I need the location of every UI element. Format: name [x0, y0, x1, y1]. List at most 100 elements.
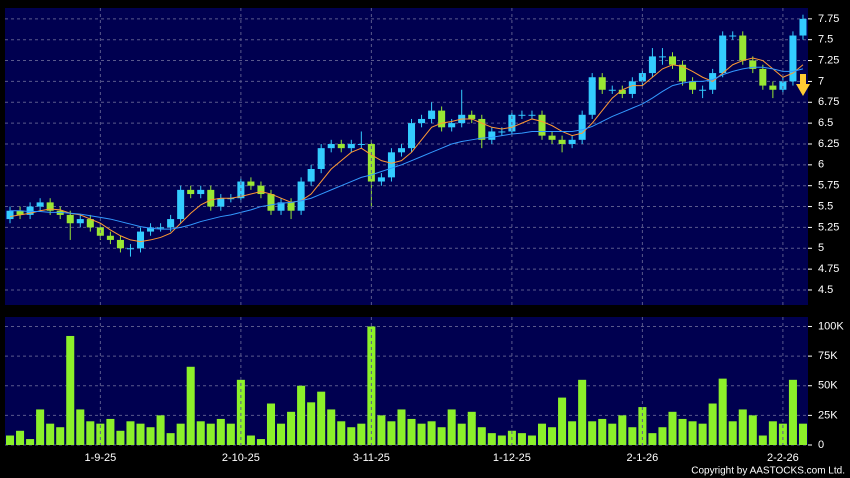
volume-bar [216, 418, 225, 445]
candle-body [769, 85, 777, 90]
y-tick-label: 4.75 [818, 263, 839, 275]
candle-body [337, 143, 345, 149]
volume-bar [588, 421, 597, 445]
candle-body [668, 56, 677, 65]
candle-body [558, 139, 566, 144]
y-tick-label: 6.25 [818, 138, 839, 150]
candle-body [116, 239, 124, 249]
volume-bar [106, 418, 115, 445]
volume-bar [788, 379, 797, 445]
y-tick-label: 7 [818, 75, 824, 87]
volume-bar [307, 402, 316, 445]
candle-body [46, 202, 54, 211]
candle-body [277, 202, 285, 211]
candle-body [448, 123, 456, 128]
volume-bar [206, 423, 215, 445]
candle-body [428, 110, 436, 119]
volume-bar [186, 366, 195, 445]
candle-body [438, 110, 446, 128]
volume-bar [578, 379, 587, 445]
candle-body [126, 248, 134, 250]
candle-body [317, 148, 325, 170]
volume-bar [156, 415, 165, 445]
candle-body [749, 60, 757, 69]
x-tick-label: 1-9-25 [84, 452, 116, 464]
candle-body [177, 189, 185, 220]
candle-body [528, 114, 536, 116]
candle-body [799, 18, 807, 36]
candle-body [498, 131, 506, 133]
volume-bar [16, 430, 25, 445]
volume-bar [417, 423, 426, 445]
volume-bar [317, 391, 326, 445]
volume-bar [497, 435, 506, 445]
candle-body [408, 123, 416, 149]
volume-bar [407, 418, 416, 445]
volume-bar [718, 378, 727, 445]
y-tick-label: 0 [818, 439, 824, 451]
volume-bar [618, 415, 627, 445]
x-tick-label: 2-2-26 [767, 452, 799, 464]
volume-bar [668, 411, 677, 445]
candle-body [478, 118, 486, 140]
y-tick-label: 5 [818, 242, 824, 254]
candle-body [347, 143, 355, 149]
volume-bar [688, 421, 697, 445]
candle-body [548, 135, 556, 140]
volume-bar [337, 421, 346, 445]
volume-bar [297, 385, 306, 445]
volume-bar [517, 433, 526, 445]
candle-body [658, 56, 666, 58]
candle-body [689, 81, 697, 90]
volume-bar [347, 427, 356, 445]
candle-body [488, 131, 496, 140]
volume-bar [196, 421, 205, 445]
candle-body [136, 231, 145, 249]
candle-body [679, 64, 687, 82]
volume-bar [467, 411, 476, 445]
y-tick-label: 75K [818, 350, 838, 362]
volume-bar [558, 397, 567, 445]
candle-body [207, 189, 215, 207]
candle-body [217, 198, 225, 207]
candle-body [568, 139, 576, 144]
candle-body [86, 219, 94, 228]
volume-bar [708, 403, 717, 445]
volume-bar [166, 433, 175, 445]
candle-body [147, 227, 155, 232]
candle-body [719, 35, 727, 74]
volume-bar [176, 423, 185, 445]
volume-bar [387, 421, 396, 445]
candle-body [197, 189, 205, 195]
candle-body [598, 77, 606, 90]
candle-body [789, 35, 797, 82]
candle-body [729, 35, 737, 37]
volume-bar [738, 409, 747, 445]
volume-bar [447, 409, 456, 445]
y-tick-label: 6 [818, 159, 824, 171]
volume-bar [427, 421, 436, 445]
y-tick-label: 6.5 [818, 117, 833, 129]
candle-body [36, 202, 44, 207]
volume-bar [246, 435, 255, 445]
volume-bar [437, 427, 446, 445]
y-tick-label: 50K [818, 380, 838, 392]
candle-body [418, 118, 426, 124]
copyright: Copyright by AASTOCKS.com Ltd. [691, 466, 845, 477]
volume-bar [537, 423, 547, 445]
volume-bar [56, 427, 65, 445]
candle-body [6, 210, 14, 220]
candle-body [157, 227, 165, 229]
volume-bar [327, 409, 336, 445]
volume-bar [568, 421, 577, 445]
candle-body [397, 148, 405, 153]
volume-bar [778, 423, 787, 445]
volume-bar [628, 427, 637, 445]
candle-body [76, 219, 84, 224]
volume-bar [66, 335, 75, 445]
plot-layer: 4.5 4.75 5 5.25 5.5 5.75 6 6.25 6.5 6.75 7 7.25 7.5 7… [5, 8, 844, 464]
volume-bar [26, 439, 35, 445]
y-tick-label: 4.5 [818, 284, 833, 296]
volume-bar [758, 435, 767, 445]
candle-body [106, 235, 114, 240]
